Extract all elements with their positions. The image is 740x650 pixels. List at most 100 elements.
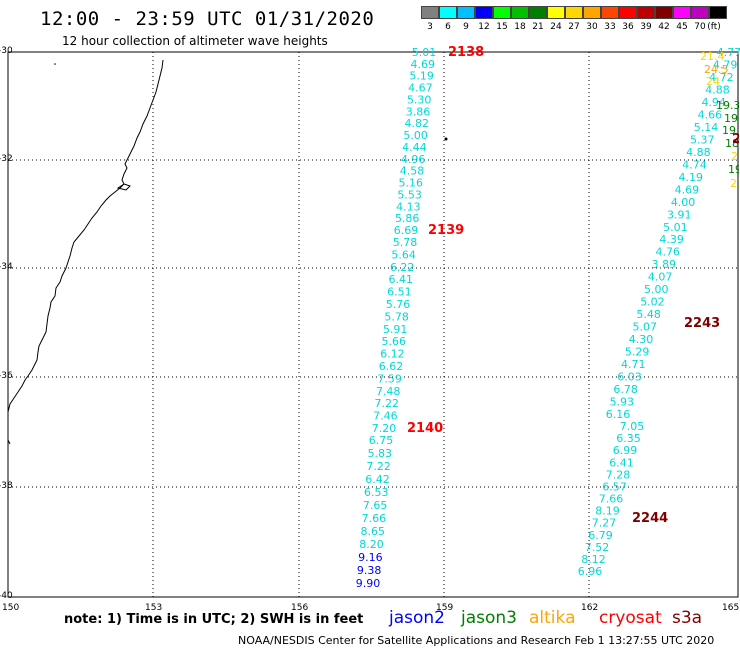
wave-height-label: 8.20 bbox=[359, 538, 384, 551]
wave-height-label: 4.13 bbox=[396, 200, 421, 213]
legend-swatch bbox=[691, 6, 709, 19]
legend-unit: (ft) bbox=[707, 22, 721, 32]
wave-height-label: 7.22 bbox=[375, 397, 400, 410]
pass-number-label: 2243 bbox=[684, 316, 720, 331]
wave-height-label: 5.00 bbox=[644, 283, 669, 296]
wave-height-label: 5.01 bbox=[663, 221, 688, 234]
wave-height-label: 5.86 bbox=[395, 212, 420, 225]
coastline-inlet bbox=[116, 183, 131, 191]
legend-value: 12 bbox=[478, 22, 490, 32]
legend-value: 39 bbox=[640, 22, 652, 32]
wave-height-label: 5.64 bbox=[391, 248, 416, 261]
wave-height-label: 7.52 bbox=[585, 541, 610, 554]
map-title: 12:00 - 23:59 UTC 01/31/2020 bbox=[40, 8, 375, 30]
wave-height-label: 6.69 bbox=[394, 224, 419, 237]
wave-height-label: 6.57 bbox=[602, 480, 627, 493]
legend-swatch bbox=[511, 6, 529, 19]
coastline bbox=[7, 59, 164, 413]
wave-height-label: 6.53 bbox=[364, 486, 389, 499]
wave-height-label: 19 bbox=[728, 163, 740, 176]
wave-height-label: 4.76 bbox=[656, 246, 681, 259]
legend-value: 6 bbox=[445, 22, 451, 32]
wave-height-label: 9.16 bbox=[358, 551, 383, 564]
legend-swatch bbox=[619, 6, 637, 19]
wave-height-label: 5.91 bbox=[383, 323, 408, 336]
wave-height-label: 4.74 bbox=[682, 158, 707, 171]
satellite-jason3: jason3 bbox=[461, 608, 517, 628]
wave-height-label: 4.66 bbox=[698, 108, 723, 121]
pass-number-label: 2139 bbox=[428, 223, 464, 238]
wave-height-label: 4.88 bbox=[705, 83, 730, 96]
wave-height-label: 5.53 bbox=[397, 188, 422, 201]
wave-height-label: 6.79 bbox=[588, 529, 613, 542]
pass-number-label: 2138 bbox=[448, 45, 484, 60]
legend-value: 36 bbox=[622, 22, 634, 32]
wave-height-label: 6.42 bbox=[365, 473, 390, 486]
wave-height-label: 4.58 bbox=[400, 165, 425, 178]
wave-height-label: 7.59 bbox=[377, 372, 402, 385]
legend-swatch bbox=[673, 6, 691, 19]
legend-value: 27 bbox=[568, 22, 580, 32]
satellite-s3a: s3a bbox=[672, 608, 703, 628]
wave-height-label: 9.90 bbox=[356, 577, 381, 590]
legend-swatch bbox=[475, 6, 493, 19]
wave-height-label: 6.51 bbox=[387, 286, 412, 299]
legend-value: 18 bbox=[514, 22, 526, 32]
wave-height-label: 5.48 bbox=[636, 308, 661, 321]
pass-number-label: 2140 bbox=[407, 421, 443, 436]
wave-height-label: 6.41 bbox=[609, 456, 634, 469]
longitude-label: 162 bbox=[581, 603, 599, 613]
island-dot bbox=[444, 137, 448, 141]
latitude-label: -38 bbox=[0, 481, 13, 491]
wave-height-label: 4.67 bbox=[408, 82, 433, 95]
wave-height-label: 21.4 bbox=[700, 50, 725, 63]
wave-height-label: 5.93 bbox=[610, 396, 635, 409]
longitude-label: 159 bbox=[436, 603, 454, 613]
wave-height-label: 19.38 bbox=[716, 99, 740, 112]
wave-height-label: 5.30 bbox=[407, 93, 432, 106]
wave-height-label: 8.12 bbox=[581, 553, 606, 566]
coastline bbox=[7, 439, 11, 445]
wave-height-label: 4.30 bbox=[629, 333, 654, 346]
wave-height-label: 5.07 bbox=[633, 321, 658, 334]
wave-height-label: 7.48 bbox=[376, 385, 401, 398]
legend-value: 30 bbox=[586, 22, 598, 32]
wave-height-label: 5.37 bbox=[690, 133, 715, 146]
legend-value: 24 bbox=[550, 22, 562, 32]
wave-height-label: 4.00 bbox=[671, 196, 696, 209]
units-note: note: 1) Time is in UTC; 2) SWH is in fe… bbox=[64, 612, 364, 627]
wave-height-label: 5.01 bbox=[412, 46, 437, 59]
wave-height-label: 5.83 bbox=[368, 447, 393, 460]
wave-height-label: 6.99 bbox=[613, 444, 638, 457]
wave-height-label: 24.5 bbox=[704, 63, 729, 76]
legend-swatch bbox=[601, 6, 619, 19]
legend-swatch bbox=[565, 6, 583, 19]
wave-height-label: 3.91 bbox=[667, 208, 692, 221]
wave-height-label: 5.78 bbox=[393, 236, 418, 249]
wave-height-label: 7.65 bbox=[363, 499, 388, 512]
legend-swatch bbox=[637, 6, 655, 19]
map-subtitle: 12 hour collection of altimeter wave hei… bbox=[62, 34, 328, 48]
map-frame bbox=[7, 51, 739, 598]
legend-swatch bbox=[583, 6, 601, 19]
legend-value: 15 bbox=[496, 22, 508, 32]
wave-height-label: 4.88 bbox=[686, 146, 711, 159]
legend-swatch bbox=[655, 6, 673, 19]
wave-height-label: 21 bbox=[731, 150, 740, 163]
legend-swatch bbox=[547, 6, 565, 19]
wave-height-label: 5.14 bbox=[694, 121, 719, 134]
satellite-altika: altika bbox=[529, 608, 576, 628]
wave-height-label: 6.75 bbox=[369, 434, 394, 447]
legend-value: 42 bbox=[658, 22, 670, 32]
wave-height-label: 5.00 bbox=[403, 129, 428, 142]
wave-height-label: 6.62 bbox=[379, 360, 404, 373]
wave-height-label: 4.96 bbox=[401, 153, 426, 166]
wave-height-label: 9.38 bbox=[357, 564, 382, 577]
legend-swatch bbox=[493, 6, 511, 19]
legend-swatch bbox=[439, 6, 457, 19]
wave-height-label: 4.07 bbox=[648, 271, 673, 284]
wave-height-label: 3.89 bbox=[652, 258, 677, 271]
wave-height-label: 6.35 bbox=[616, 432, 641, 445]
wave-height-label: 4.39 bbox=[659, 233, 684, 246]
